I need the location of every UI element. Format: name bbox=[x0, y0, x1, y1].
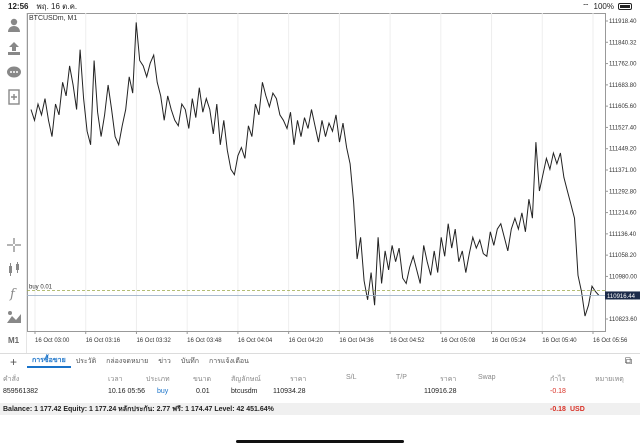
tab-trade[interactable]: การซื้อขาย bbox=[27, 355, 71, 368]
svg-text:f: f bbox=[9, 287, 17, 301]
x-tick-label: 16 Oct 05:56 bbox=[593, 338, 628, 344]
chart-type-icon[interactable] bbox=[4, 259, 23, 278]
y-tick-label: 111449.20 bbox=[609, 147, 637, 153]
header-current-price[interactable]: ราคา bbox=[440, 376, 457, 383]
battery-percent: 100% bbox=[593, 2, 614, 11]
status-bar: 12:56 พฤ. 16 ต.ค. ⌔ 100% bbox=[0, 0, 640, 13]
y-tick-label: 111371.00 bbox=[609, 168, 637, 174]
y-tick-label: 111058.20 bbox=[609, 253, 637, 259]
trade-table: คำสั่ง เวลา ประเภท ขนาด สัญลักษณ์ ราคา S… bbox=[0, 371, 640, 399]
header-type[interactable]: ประเภท bbox=[146, 376, 170, 383]
y-tick-label: 111918.40 bbox=[609, 19, 637, 25]
battery-icon bbox=[618, 3, 632, 10]
summary-currency: USD bbox=[570, 405, 585, 413]
tab-history[interactable]: ประวัติ bbox=[75, 358, 97, 365]
y-tick-label: 110980.00 bbox=[609, 274, 638, 280]
cell-symbol: btcusdm bbox=[231, 388, 258, 395]
header-sl[interactable]: S/L bbox=[346, 374, 357, 381]
current-price-badge bbox=[605, 291, 640, 300]
table-row[interactable]: 859561382 10.16 05:56 buy 0.01 btcusdm 1… bbox=[0, 385, 640, 399]
cell-current-price: 110916.28 bbox=[424, 388, 457, 395]
terminal-tabs: + การซื้อขาย ประวัติ กล่องจดหมาย ข่าว บั… bbox=[0, 353, 640, 369]
add-icon[interactable]: + bbox=[9, 354, 17, 369]
cell-type: buy bbox=[157, 388, 169, 395]
trade-icon[interactable] bbox=[4, 39, 23, 58]
x-tick-label: 16 Oct 03:48 bbox=[187, 338, 222, 344]
tab-journal[interactable]: บันทึก bbox=[180, 358, 199, 365]
panel-toggle-icon[interactable]: ⧉ bbox=[624, 356, 632, 367]
summary-profit: -0.18 bbox=[550, 405, 566, 413]
indicators-icon[interactable]: f bbox=[4, 283, 23, 302]
y-tick-label: 111683.80 bbox=[609, 83, 637, 89]
wifi-icon: ⌔ bbox=[582, 1, 590, 11]
y-tick-label: 111292.80 bbox=[609, 189, 637, 195]
x-tick-label: 16 Oct 04:52 bbox=[390, 338, 425, 344]
header-tp[interactable]: T/P bbox=[396, 374, 407, 381]
account-summary: Balance: 1 177.42 Equity: 1 177.24 หลักป… bbox=[0, 403, 640, 415]
y-tick-label: 111136.40 bbox=[609, 232, 637, 238]
current-price-label: 110916.44 bbox=[607, 294, 636, 300]
buy-line-label: buy 0.01 bbox=[29, 284, 53, 290]
cell-open-price: 110934.28 bbox=[273, 388, 306, 395]
crosshair-icon[interactable] bbox=[4, 235, 23, 254]
y-tick-label: 111762.00 bbox=[609, 62, 637, 68]
tab-mailbox[interactable]: กล่องจดหมาย bbox=[106, 358, 149, 365]
cell-time: 10.16 05:56 bbox=[108, 388, 145, 395]
status-time: 12:56 bbox=[8, 2, 29, 11]
y-tick-label: 111214.60 bbox=[609, 211, 637, 217]
objects-icon[interactable] bbox=[4, 307, 23, 326]
header-size[interactable]: ขนาด bbox=[193, 376, 212, 383]
x-tick-label: 16 Oct 03:00 bbox=[35, 338, 70, 344]
price-series-line bbox=[30, 22, 600, 317]
header-symbol[interactable]: สัญลักษณ์ bbox=[231, 376, 261, 383]
tab-alerts[interactable]: การแจ้งเตือน bbox=[208, 358, 249, 365]
table-header: คำสั่ง เวลา ประเภท ขนาด สัญลักษณ์ ราคา S… bbox=[0, 371, 640, 385]
x-tick-label: 16 Oct 05:24 bbox=[492, 338, 527, 344]
price-chart[interactable]: 16 Oct 03:00 16 Oct 03:16 16 Oct 03:32 16 O… bbox=[27, 13, 640, 353]
x-tick-label: 16 Oct 05:08 bbox=[441, 338, 476, 344]
y-tick-label: 111527.40 bbox=[609, 125, 637, 131]
x-tick-label: 16 Oct 03:32 bbox=[136, 338, 171, 344]
y-tick-label: 111605.60 bbox=[609, 104, 637, 110]
y-tick-label: 110823.60 bbox=[609, 317, 638, 323]
x-tick-label: 16 Oct 04:20 bbox=[289, 338, 324, 344]
cell-order: 859561382 bbox=[3, 388, 39, 395]
header-comment[interactable]: หมายเหตุ bbox=[595, 376, 624, 383]
y-tick-label: 111840.32 bbox=[609, 40, 637, 46]
summary-text: Balance: 1 177.42 Equity: 1 177.24 หลักป… bbox=[3, 405, 274, 413]
left-toolbar: f M1 bbox=[0, 13, 27, 353]
plot-frame bbox=[27, 13, 606, 332]
new-order-icon[interactable] bbox=[4, 87, 23, 106]
header-swap[interactable]: Swap bbox=[478, 374, 496, 381]
x-tick-label: 16 Oct 05:40 bbox=[542, 338, 577, 344]
chat-icon[interactable] bbox=[4, 63, 23, 82]
status-date: พฤ. 16 ต.ค. bbox=[36, 2, 78, 11]
x-tick-label: 16 Oct 03:16 bbox=[86, 338, 121, 344]
tab-news[interactable]: ข่าว bbox=[158, 358, 171, 365]
x-tick-label: 16 Oct 04:36 bbox=[339, 338, 374, 344]
header-time[interactable]: เวลา bbox=[108, 376, 123, 383]
header-order[interactable]: คำสั่ง bbox=[3, 376, 20, 383]
cell-profit: -0.18 bbox=[550, 388, 566, 395]
chart-symbol-title: BTCUSDm, M1 bbox=[29, 15, 78, 22]
timeframe-button[interactable]: M1 bbox=[7, 336, 20, 345]
account-icon[interactable] bbox=[4, 15, 23, 34]
chart-canvas: 16 Oct 03:00 16 Oct 03:16 16 Oct 03:32 16 O… bbox=[27, 13, 640, 344]
cell-size: 0.01 bbox=[196, 388, 210, 395]
home-indicator bbox=[236, 440, 404, 443]
x-tick-label: 16 Oct 04:04 bbox=[238, 338, 273, 344]
header-price[interactable]: ราคา bbox=[290, 376, 307, 383]
header-profit[interactable]: กำไร bbox=[550, 376, 566, 383]
